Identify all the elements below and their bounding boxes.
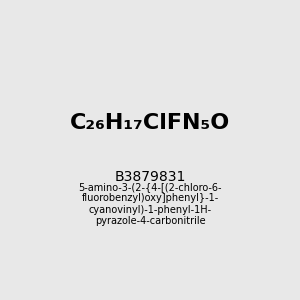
Text: 5-amino-3-(2-{4-[(2-chloro-6-
fluorobenzyl)oxy]phenyl}-1-
cyanovinyl)-1-phenyl-1: 5-amino-3-(2-{4-[(2-chloro-6- fluorobenz… bbox=[78, 182, 222, 226]
Text: C₂₆H₁₇ClFN₅O: C₂₆H₁₇ClFN₅O bbox=[70, 113, 230, 133]
Text: B3879831: B3879831 bbox=[114, 170, 186, 184]
